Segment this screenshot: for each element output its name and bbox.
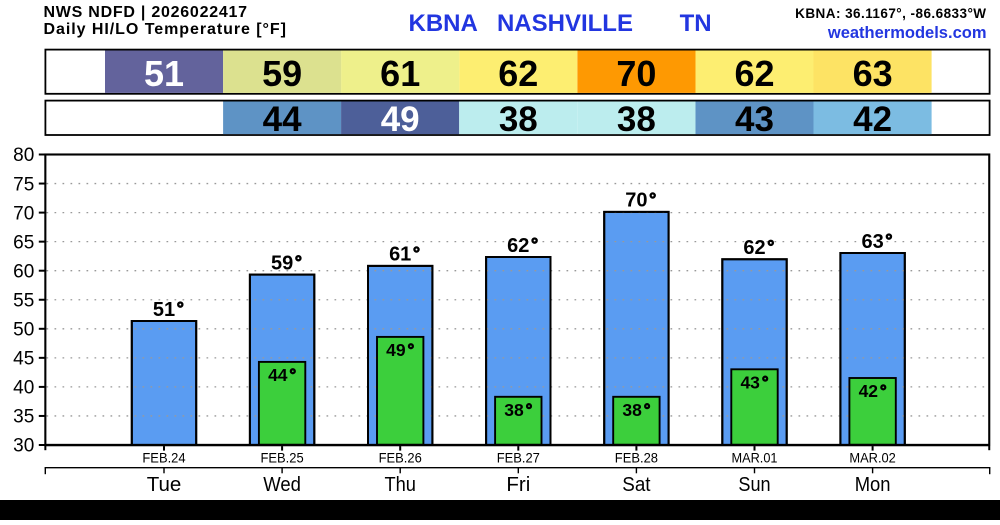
svg-text:Thu: Thu [384, 473, 416, 496]
svg-text:NWS NDFD | 2026022417: NWS NDFD | 2026022417 [44, 4, 248, 21]
svg-text:Sun: Sun [738, 473, 770, 496]
svg-text:Tue: Tue [147, 473, 182, 496]
svg-text:38: 38 [499, 100, 538, 139]
svg-text:FEB.26: FEB.26 [379, 449, 422, 465]
svg-text:KBNA NASHVILLE TN: KBNA NASHVILLE TN [409, 10, 712, 37]
svg-text:49: 49 [381, 100, 420, 139]
svg-text:FEB.24: FEB.24 [142, 449, 185, 465]
svg-text:61: 61 [380, 53, 420, 94]
svg-text:Fri: Fri [506, 473, 530, 496]
svg-text:62: 62 [498, 53, 538, 94]
svg-text:Daily HI/LO Temperature [°F]: Daily HI/LO Temperature [°F] [44, 21, 287, 38]
svg-text:Sat: Sat [622, 473, 651, 496]
svg-text:60: 60 [13, 261, 34, 282]
svg-text:50: 50 [13, 320, 34, 341]
svg-text:63: 63 [853, 53, 893, 94]
svg-text:MAR.02: MAR.02 [849, 449, 896, 465]
svg-text:38: 38 [617, 100, 656, 139]
svg-text:75: 75 [13, 174, 34, 195]
svg-text:42: 42 [859, 381, 879, 401]
svg-text:49: 49 [386, 340, 406, 360]
svg-text:63: 63 [861, 231, 883, 253]
svg-text:59: 59 [271, 252, 293, 274]
svg-text:KBNA: 36.1167°, -86.6833°W: KBNA: 36.1167°, -86.6833°W [795, 6, 986, 21]
svg-text:FEB.25: FEB.25 [261, 449, 304, 465]
svg-text:70: 70 [13, 203, 34, 224]
svg-text:80: 80 [13, 145, 34, 166]
svg-text:43: 43 [740, 372, 760, 392]
svg-text:70: 70 [625, 190, 647, 212]
svg-text:45: 45 [13, 349, 34, 370]
svg-text:Mon: Mon [855, 473, 891, 496]
svg-text:38: 38 [622, 400, 642, 420]
svg-text:62: 62 [734, 53, 774, 94]
svg-text:FEB.28: FEB.28 [615, 449, 658, 465]
svg-text:55: 55 [13, 290, 34, 311]
svg-text:65: 65 [13, 232, 34, 253]
svg-text:43: 43 [735, 100, 774, 139]
svg-text:51: 51 [144, 53, 184, 94]
svg-text:44: 44 [263, 100, 302, 139]
svg-text:38: 38 [504, 400, 524, 420]
svg-text:70: 70 [616, 53, 656, 94]
svg-text:Wed: Wed [263, 473, 301, 496]
svg-text:62: 62 [743, 237, 765, 259]
svg-text:59: 59 [262, 53, 302, 94]
svg-text:61: 61 [389, 244, 411, 266]
svg-text:35: 35 [13, 407, 34, 428]
svg-text:weathermodels.com: weathermodels.com [827, 24, 987, 42]
svg-text:42: 42 [853, 100, 892, 139]
svg-text:FEB.27: FEB.27 [497, 449, 540, 465]
svg-text:44: 44 [268, 365, 288, 385]
svg-text:30: 30 [13, 436, 34, 457]
svg-text:40: 40 [13, 378, 34, 399]
svg-text:51: 51 [153, 299, 175, 321]
svg-text:MAR.01: MAR.01 [732, 449, 778, 465]
svg-text:62: 62 [507, 235, 529, 257]
